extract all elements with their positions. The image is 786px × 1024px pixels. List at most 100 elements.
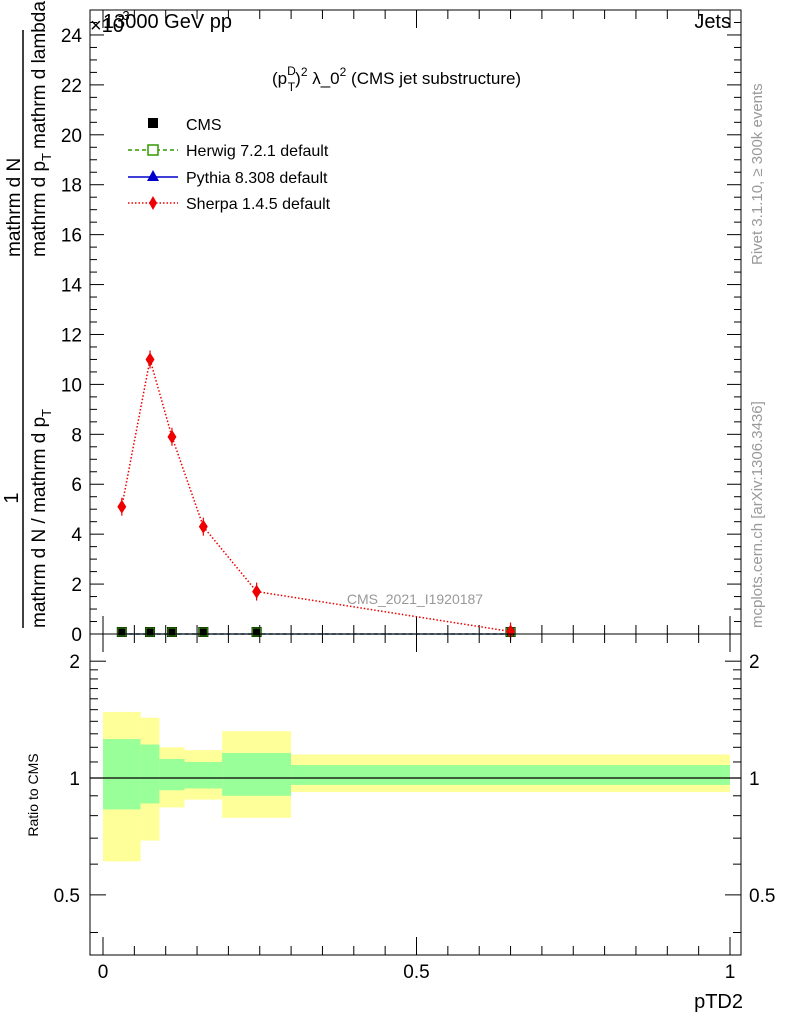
- sherpa-point: [198, 519, 208, 534]
- ratio-y-tick-label-right: 2: [749, 652, 760, 673]
- ylabel-num-c: mathrm d lambda: [29, 1, 50, 149]
- sherpa-point: [117, 499, 127, 514]
- main-y-tick-label: 12: [61, 325, 82, 346]
- x-tick-label: 0.5: [403, 962, 429, 983]
- legend-label-pythia: Pythia 8.308 default: [186, 170, 328, 187]
- title-close: ): [295, 69, 301, 88]
- ratio-band-inner: [103, 739, 141, 810]
- plot-title: (pD T)2 λ_02 (CMS jet substructure): [272, 64, 521, 94]
- main-y-tick-label: 24: [61, 26, 83, 47]
- title-lambda: λ_0: [308, 69, 340, 88]
- main-y-tick-label: 0: [71, 625, 82, 646]
- ylabel-num-a: mathrm d: [29, 177, 50, 257]
- sherpa-point: [167, 429, 177, 444]
- legend-label-herwig: Herwig 7.2.1 default: [186, 143, 329, 160]
- legend-marker-cms: [148, 118, 158, 128]
- main-y-tick-label: 14: [61, 276, 83, 297]
- main-y-tick-label: 10: [61, 375, 82, 396]
- legend-item-herwig: Herwig 7.2.1 default: [128, 143, 329, 160]
- cms-point: [116, 627, 127, 637]
- main-y-tick-label: 6: [71, 475, 82, 496]
- ylabel-den-sub: T: [39, 409, 54, 417]
- ratio-y-tick-label: 1: [69, 769, 80, 790]
- y-exponent: ×10 -3: [90, 8, 130, 37]
- cms-point: [251, 627, 262, 637]
- legend-item-sherpa: Sherpa 1.4.5 default: [128, 196, 331, 213]
- herwig-point: [145, 627, 155, 637]
- ratio-plot-frame: [89, 633, 742, 956]
- ylabel-numerator-expr: mathrm d pTmathrm d lambda: [29, 1, 54, 257]
- ratio-x-axis: 0 0.5 1: [98, 634, 736, 983]
- ylabel-num-b: p: [29, 161, 50, 172]
- x-tick-label: 1: [725, 962, 736, 983]
- main-y-tick-label: 8: [71, 425, 82, 446]
- ratio-bands: [103, 711, 730, 862]
- ratio-plot: 0.5 0.51 12 2 0 0.5 1 Ratio to CMS pTD2: [25, 633, 775, 1013]
- legend-marker-sherpa: [149, 196, 157, 210]
- legend-label-cms: CMS: [186, 117, 222, 134]
- ylabel-numerator: 1: [1, 492, 23, 503]
- y-exponent-base: ×10: [90, 15, 124, 37]
- ylabel-num-d: mathrm d: [4, 177, 25, 257]
- ratio-band-inner: [140, 744, 160, 804]
- ratio-band-inner: [184, 761, 223, 789]
- main-x-axis: [102, 10, 731, 634]
- main-y-tick-label: 18: [61, 176, 82, 197]
- title-sup-d: D: [287, 64, 296, 78]
- herwig-point: [167, 627, 177, 637]
- main-y-tick-label: 16: [61, 226, 82, 247]
- title-sup-2: 2: [301, 65, 308, 79]
- y-exponent-power: -3: [118, 8, 130, 23]
- title-sup-2b: 2: [340, 65, 347, 79]
- main-plot-frame: [89, 9, 742, 635]
- ratio-ylabel: Ratio to CMS: [25, 753, 41, 836]
- watermark: CMS_2021_I1920187: [347, 591, 483, 607]
- ratio-y-axis: 0.5 0.5 1 1 2 2: [54, 652, 775, 933]
- ylabel-denominator: mathrm d N / mathrm d pT: [29, 409, 54, 628]
- ratio-band-inner: [222, 753, 292, 796]
- sherpa-point: [506, 624, 516, 639]
- ratio-y-tick-label-right: 1: [749, 769, 760, 790]
- energy-label: 13000 GeV pp: [103, 11, 232, 33]
- legend-marker-herwig: [147, 144, 159, 156]
- sherpa-point: [145, 352, 155, 367]
- herwig-point: [117, 627, 127, 637]
- cms-point: [166, 627, 177, 637]
- main-ylabel: 1 mathrm d N / mathrm d pT mathrm d pTma…: [1, 1, 54, 628]
- herwig-point: [252, 627, 262, 637]
- ylabel-den-main: mathrm d N / mathrm d p: [29, 417, 50, 628]
- title-rest: (CMS jet substructure): [346, 69, 521, 88]
- mcplots-label: mcplots.cern.ch [arXiv:1306.3436]: [749, 401, 766, 628]
- ylabel-num-e: N: [4, 158, 25, 172]
- main-y-tick-label: 4: [71, 525, 82, 546]
- x-tick-label: 0: [98, 962, 109, 983]
- herwig-point: [198, 627, 208, 637]
- title-sub-t: T: [288, 80, 296, 94]
- ratio-band-inner: [291, 765, 730, 785]
- main-y-tick-label: 2: [71, 575, 82, 596]
- legend-item-pythia: Pythia 8.308 default: [128, 170, 328, 187]
- main-y-tick-label: 22: [61, 76, 82, 97]
- ratio-band-inner: [159, 758, 185, 791]
- ratio-y-tick-label: 0.5: [54, 886, 80, 907]
- ratio-y-tick-label: 2: [69, 652, 80, 673]
- title-open: (p: [272, 69, 287, 88]
- ratio-y-tick-label-right: 0.5: [749, 886, 775, 907]
- legend-label-sherpa: Sherpa 1.4.5 default: [186, 196, 331, 213]
- legend-item-cms: CMS: [148, 117, 222, 134]
- main-y-tick-label: 20: [61, 126, 82, 147]
- sherpa-point: [252, 584, 262, 599]
- ylabel-dn: mathrm d N: [4, 158, 25, 257]
- x-axis-label: pTD2: [694, 991, 743, 1013]
- cms-point: [198, 627, 209, 637]
- sherpa-line: [121, 359, 511, 633]
- jets-label: Jets: [694, 11, 731, 33]
- legend: CMS Herwig 7.2.1 default Pythia 8.308 de…: [128, 117, 331, 213]
- rivet-label: Rivet 3.1.10, ≥ 300k events: [749, 83, 766, 265]
- legend-marker-pythia: [147, 170, 159, 181]
- cms-point: [145, 627, 156, 637]
- ylabel-num-b-sub: T: [39, 153, 54, 161]
